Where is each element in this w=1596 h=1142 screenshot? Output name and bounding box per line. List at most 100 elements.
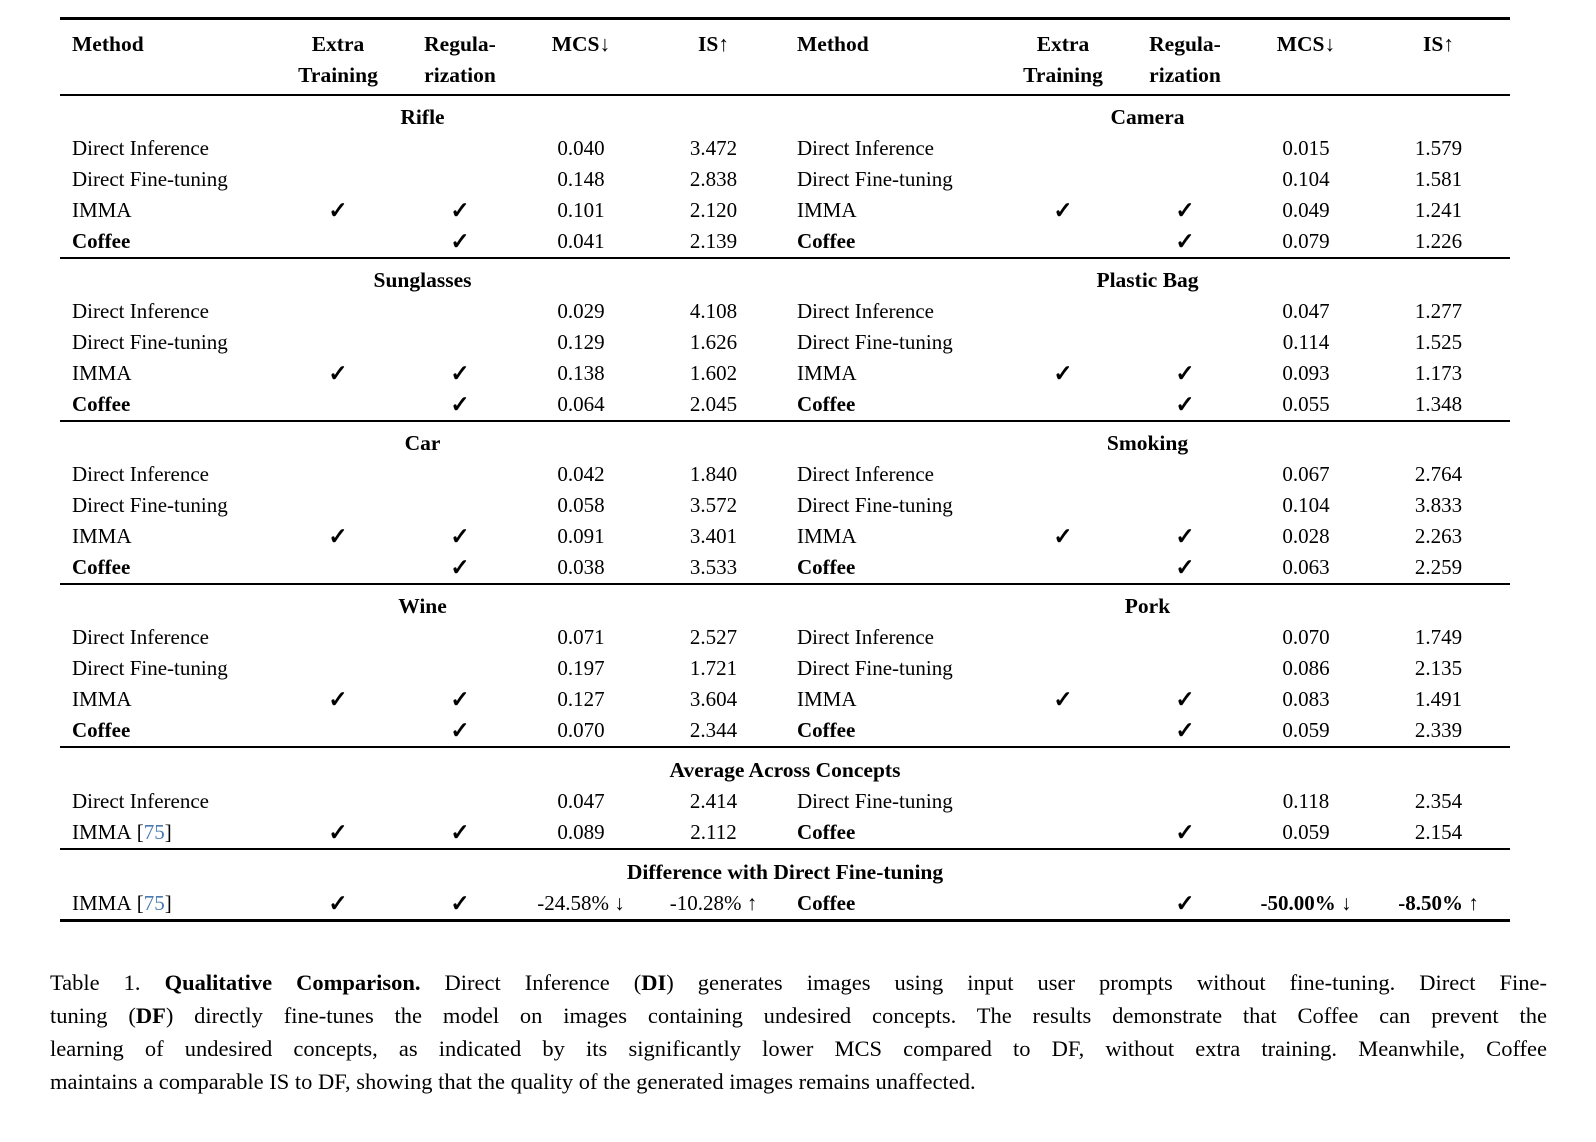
caption-text: tuning ( xyxy=(50,1003,136,1028)
checkmark-icon: ✓ xyxy=(1175,361,1195,386)
checkmark-icon: ✓ xyxy=(450,687,470,712)
regularization-check: ✓ xyxy=(1125,552,1245,583)
method-cell: IMMA xyxy=(785,358,1001,389)
method-cell: IMMA xyxy=(60,358,276,389)
regularization-check: ✓ xyxy=(1125,817,1245,848)
checkmark-icon: ✓ xyxy=(328,891,348,916)
extra-training-check: ✓ xyxy=(276,888,400,919)
regularization-check: ✓ xyxy=(400,715,520,746)
method-cell: IMMA xyxy=(60,684,276,715)
method-label: Coffee xyxy=(797,718,856,742)
section-title: Pork xyxy=(1124,594,1171,618)
caption-text: DF xyxy=(135,1003,166,1028)
mcs-value: 0.079 xyxy=(1282,229,1330,253)
caption-text: maintains a comparable IS to DF, showing… xyxy=(50,1069,976,1094)
checkmark-icon: ✓ xyxy=(450,555,470,580)
method-cell: Coffee xyxy=(785,552,1001,583)
mcs-value: 0.047 xyxy=(1282,299,1330,323)
method-label: IMMA xyxy=(72,524,132,548)
regularization-check xyxy=(400,296,520,327)
mcs-value: 0.028 xyxy=(1282,524,1330,548)
is-value: 1.241 xyxy=(1414,198,1463,222)
regularization-check xyxy=(1125,164,1245,195)
is-value: 2.764 xyxy=(1414,462,1463,486)
results-table: Method Extra Training Regula- rization M… xyxy=(60,17,1510,922)
is-value: 3.572 xyxy=(689,493,738,517)
is-value: 2.354 xyxy=(1414,789,1463,813)
regularization-check xyxy=(1125,653,1245,684)
section-title: Smoking xyxy=(1106,431,1189,455)
method-label: Coffee xyxy=(72,229,131,253)
column-header-regularization-right: Regula- rization xyxy=(1125,20,1245,94)
method-label: Direct Fine-tuning xyxy=(72,167,228,191)
column-header-is-left: IS↑ xyxy=(697,32,730,56)
extra-training-check: ✓ xyxy=(1001,521,1125,552)
is-value: 1.749 xyxy=(1414,625,1463,649)
is-value: 4.108 xyxy=(689,299,738,323)
regularization-check xyxy=(400,786,520,817)
method-label: Direct Fine-tuning xyxy=(72,656,228,680)
checkmark-icon: ✓ xyxy=(1175,820,1195,845)
method-label: IMMA xyxy=(797,524,857,548)
mcs-value: 0.093 xyxy=(1282,361,1330,385)
column-header-regularization-left: Regula- rization xyxy=(400,20,520,94)
header-line: Regula- xyxy=(424,32,496,56)
column-header-mcs-right: MCS↓ xyxy=(1276,32,1336,56)
checkmark-icon: ✓ xyxy=(328,198,348,223)
extra-training-check xyxy=(1001,888,1125,919)
regularization-check: ✓ xyxy=(400,195,520,226)
regularization-check: ✓ xyxy=(400,684,520,715)
extra-training-check: ✓ xyxy=(276,521,400,552)
table-rule xyxy=(60,257,1510,259)
section-title: Plastic Bag xyxy=(1096,268,1199,292)
mcs-value: 0.059 xyxy=(1282,718,1330,742)
extra-training-check xyxy=(1001,459,1125,490)
mcs-value: 0.086 xyxy=(1282,656,1330,680)
regularization-check xyxy=(1125,296,1245,327)
citation-link[interactable]: 75 xyxy=(143,891,165,915)
caption-text: Direct Inference ( xyxy=(420,970,642,995)
method-cell: Direct Inference xyxy=(785,133,1001,164)
method-cell: Direct Fine-tuning xyxy=(60,327,276,358)
method-cell: IMMA xyxy=(785,684,1001,715)
section-title: Difference with Direct Fine-tuning xyxy=(626,860,944,884)
is-value: 1.491 xyxy=(1414,687,1463,711)
method-label: Direct Fine-tuning xyxy=(72,493,228,517)
method-cell: Direct Inference xyxy=(60,459,276,490)
method-label: Coffee xyxy=(72,392,131,416)
citation-link[interactable]: 75 xyxy=(143,820,165,844)
method-label: IMMA xyxy=(797,361,857,385)
section-title: Car xyxy=(404,431,441,455)
method-cell: Coffee xyxy=(785,817,1001,848)
header-line: Regula- xyxy=(1149,32,1221,56)
checkmark-icon: ✓ xyxy=(1053,361,1073,386)
mcs-value: 0.070 xyxy=(557,718,605,742)
checkmark-icon: ✓ xyxy=(1175,392,1195,417)
extra-training-check xyxy=(276,296,400,327)
table-rule xyxy=(60,583,1510,585)
mcs-value: 0.038 xyxy=(557,555,605,579)
regularization-check xyxy=(400,653,520,684)
regularization-check xyxy=(400,459,520,490)
extra-training-check: ✓ xyxy=(1001,358,1125,389)
is-value: 1.277 xyxy=(1414,299,1463,323)
method-label: Direct Fine-tuning xyxy=(797,493,953,517)
mcs-value: 0.114 xyxy=(1282,330,1330,354)
method-cell: Coffee xyxy=(785,715,1001,746)
mcs-value: -24.58% ↓ xyxy=(537,891,625,915)
method-label: IMMA xyxy=(72,361,132,385)
section-title: Wine xyxy=(398,594,447,618)
checkmark-icon: ✓ xyxy=(450,718,470,743)
method-label: Direct Inference xyxy=(797,136,934,160)
extra-training-check xyxy=(1001,622,1125,653)
method-label: Direct Fine-tuning xyxy=(797,167,953,191)
regularization-check: ✓ xyxy=(1125,195,1245,226)
method-cell: Direct Fine-tuning xyxy=(785,653,1001,684)
regularization-check: ✓ xyxy=(1125,684,1245,715)
regularization-check: ✓ xyxy=(1125,358,1245,389)
method-cell: Direct Fine-tuning xyxy=(60,653,276,684)
method-label: Direct Fine-tuning xyxy=(797,789,953,813)
checkmark-icon: ✓ xyxy=(450,392,470,417)
caption-text: ) generates images using input user prom… xyxy=(666,970,1547,995)
method-cell: IMMA xyxy=(60,195,276,226)
